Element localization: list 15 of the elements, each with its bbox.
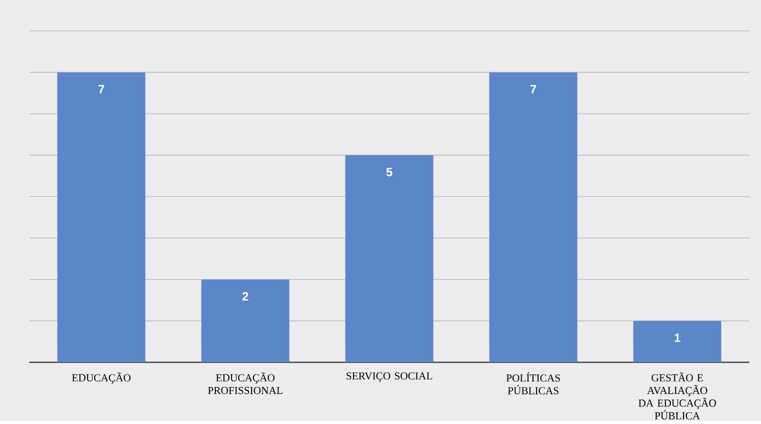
bar — [201, 280, 290, 362]
x-tick-label: EDUCAÇÃO — [72, 372, 131, 384]
data-label: 7 — [530, 85, 536, 94]
x-tick-label: POLÍTICAS PÚBLICAS — [506, 372, 560, 394]
bar — [345, 155, 434, 362]
data-label: 1 — [674, 334, 680, 342]
x-tick-label: EDUCAÇÃO PROFISSIONAL — [208, 372, 282, 394]
bar — [57, 72, 146, 362]
x-tick-label: GESTÃO E AVALIAÇÃO DA EDUCAÇÃO PÚBLICA — [638, 372, 716, 420]
data-label: 2 — [242, 292, 248, 301]
data-label: 7 — [98, 85, 104, 94]
x-tick-label: SERVIÇO SOCIAL — [346, 372, 432, 382]
data-label: 5 — [386, 168, 392, 176]
bar — [489, 72, 578, 362]
bar — [633, 320, 722, 362]
